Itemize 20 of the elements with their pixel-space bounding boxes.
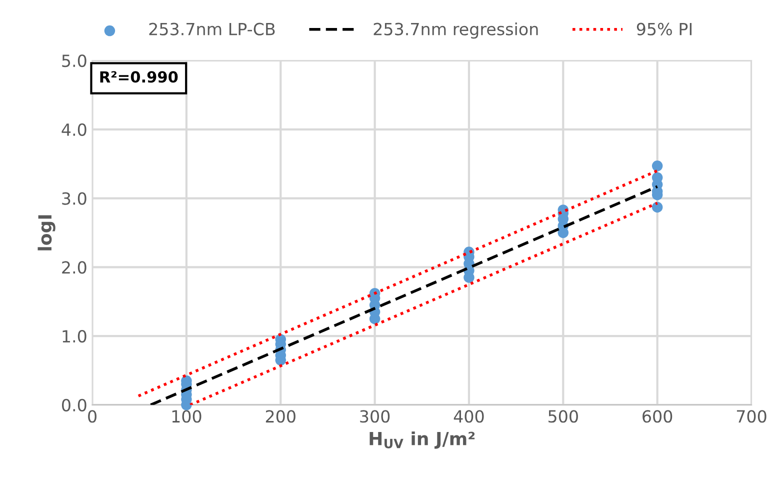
legend-label: 95% PI <box>636 22 692 36</box>
annotation: R²=0.990 <box>100 71 178 83</box>
y-tick-label: 5.0 <box>62 54 86 68</box>
x-tick-label: 700 <box>736 410 766 423</box>
y-tick-label: 1.0 <box>62 330 86 343</box>
y-tick-label: 3.0 <box>62 192 86 205</box>
x-tick-label: 0 <box>88 410 96 423</box>
y-axis-title: logI <box>38 215 56 250</box>
legend-label: 253.7nm LP-CB <box>149 22 275 36</box>
y-tick-label: 0.0 <box>62 398 86 412</box>
x-tick-label: 200 <box>266 410 296 423</box>
x-tick-label: 300 <box>360 410 390 423</box>
x-tick-label: 600 <box>642 410 672 423</box>
x-tick-label: 500 <box>548 410 578 423</box>
y-tick-label: 2.0 <box>62 261 86 274</box>
legend-label: 253.7nm regression <box>374 22 538 39</box>
x-tick-label: 100 <box>172 410 202 423</box>
x-axis-title: H$_{UV}$ in J/m² <box>370 431 475 449</box>
y-tick-label: 4.0 <box>62 123 86 136</box>
x-tick-label: 400 <box>454 410 484 423</box>
